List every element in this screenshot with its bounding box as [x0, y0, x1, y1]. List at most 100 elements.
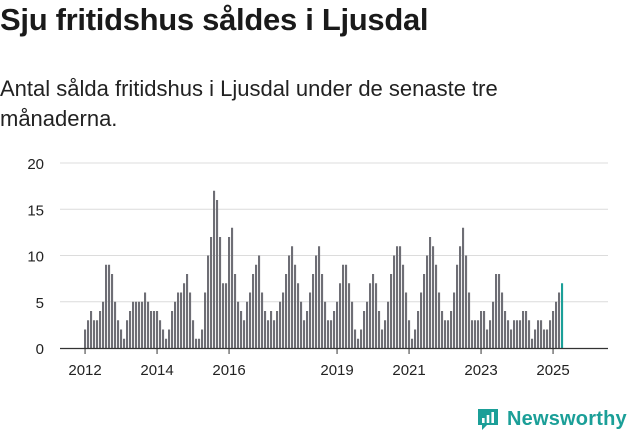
bar	[111, 274, 114, 348]
bar	[165, 338, 168, 348]
bar	[468, 292, 471, 348]
bar	[423, 274, 426, 348]
bar	[540, 320, 543, 348]
bar	[150, 311, 153, 348]
bar	[456, 264, 459, 348]
bar	[216, 200, 219, 348]
bar	[321, 274, 324, 348]
bar	[225, 283, 228, 348]
bar	[336, 301, 339, 348]
bar	[267, 320, 270, 348]
x-tick-label: 2012	[68, 362, 101, 379]
bar	[489, 320, 492, 348]
bar	[405, 292, 408, 348]
bar	[270, 311, 273, 348]
x-tick-label: 2023	[464, 362, 497, 379]
bar	[129, 311, 132, 348]
bar	[486, 329, 489, 348]
bar	[309, 292, 312, 348]
bar	[180, 292, 183, 348]
y-tick-label: 0	[36, 341, 44, 358]
bar	[420, 292, 423, 348]
bar	[537, 320, 540, 348]
bar	[222, 283, 225, 348]
bar	[492, 301, 495, 348]
bar	[396, 246, 399, 348]
bar	[306, 311, 309, 348]
bar	[177, 292, 180, 348]
bar	[345, 264, 348, 348]
bar	[531, 338, 534, 348]
bar	[240, 311, 243, 348]
bar	[495, 274, 498, 348]
bar	[126, 320, 129, 348]
bar	[354, 329, 357, 348]
annotation-latest-value: 7	[570, 0, 578, 4]
bar	[438, 292, 441, 348]
gridlines	[60, 162, 608, 303]
bar	[210, 237, 213, 348]
bar	[549, 320, 552, 348]
y-tick-label: 5	[36, 295, 44, 312]
bar	[555, 301, 558, 348]
bar	[474, 320, 477, 348]
bar	[201, 329, 204, 348]
bar	[195, 338, 198, 348]
x-tick-label: 2019	[320, 362, 353, 379]
bar	[93, 320, 96, 348]
bar	[132, 301, 135, 348]
bar	[249, 292, 252, 348]
x-tick-label: 2014	[140, 362, 173, 379]
bar	[372, 274, 375, 348]
x-axis: 2012 2014 2016 2019 2021 2023 2025	[60, 347, 608, 379]
branding: Newsworthy	[475, 406, 627, 432]
chart-title: Sju fritidshus såldes i Ljusdal	[0, 2, 429, 37]
bar	[393, 255, 396, 348]
bar	[243, 320, 246, 348]
y-tick-label: 15	[27, 202, 44, 219]
bar	[84, 329, 87, 348]
bar	[510, 329, 513, 348]
bar	[189, 292, 192, 348]
bar	[219, 237, 222, 348]
brand-name: Newsworthy	[507, 407, 627, 430]
bar	[303, 320, 306, 348]
bar	[213, 190, 216, 348]
bar	[135, 301, 138, 348]
x-tick-label: 2016	[212, 362, 245, 379]
bar	[159, 320, 162, 348]
bar	[402, 264, 405, 348]
bar	[516, 320, 519, 348]
bar	[252, 274, 255, 348]
bar	[360, 329, 363, 348]
bar	[312, 274, 315, 348]
bar	[546, 329, 549, 348]
bar	[417, 311, 420, 348]
y-tick-label: 10	[27, 249, 44, 266]
bar	[264, 311, 267, 348]
bar	[327, 320, 330, 348]
bar	[519, 320, 522, 348]
bar	[285, 274, 288, 348]
bar	[411, 338, 414, 348]
bar	[363, 311, 366, 348]
y-axis-ticks: 0 5 10 15 20	[27, 156, 44, 358]
bar	[504, 311, 507, 348]
bar	[204, 292, 207, 348]
bar	[399, 246, 402, 348]
bar	[105, 264, 108, 348]
bar	[108, 264, 111, 348]
bar	[378, 311, 381, 348]
bar	[156, 311, 159, 348]
bar	[273, 320, 276, 348]
bar	[441, 311, 444, 348]
bar	[384, 320, 387, 348]
bar	[330, 320, 333, 348]
bar	[99, 311, 102, 348]
bar	[237, 301, 240, 348]
bar	[174, 301, 177, 348]
bar	[171, 311, 174, 348]
bar	[120, 329, 123, 348]
bar	[192, 320, 195, 348]
bar	[387, 301, 390, 348]
